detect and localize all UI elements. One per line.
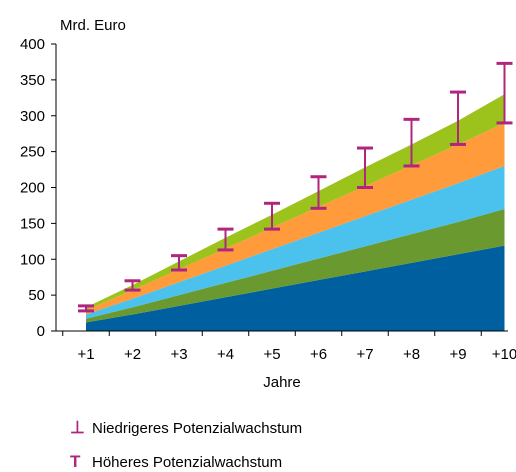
- legend-label-high: Höheres Potenzialwachstum: [92, 453, 283, 471]
- y-tick-label: 400: [20, 36, 45, 53]
- axes-layer: [51, 43, 508, 336]
- area-series-2: [86, 209, 505, 323]
- legend-item-low: ⊥ Niedrigeres Potenzialwachstum: [70, 418, 302, 438]
- x-tick-label: +7: [356, 346, 373, 363]
- x-tick-label: +6: [310, 346, 327, 363]
- x-tick-label: +9: [449, 346, 466, 363]
- x-tick-label: +2: [124, 346, 141, 363]
- x-axis-title: Jahre: [263, 374, 301, 391]
- y-tick-label: 100: [20, 251, 45, 268]
- high-error-icon: T: [70, 452, 81, 471]
- y-tick-label: 0: [37, 323, 45, 340]
- area-series-4: [86, 122, 505, 315]
- y-axis-title: Mrd. Euro: [60, 17, 126, 34]
- error-bar: [310, 175, 327, 210]
- x-tick-label: +3: [170, 346, 187, 363]
- x-tick-label: +1: [77, 346, 94, 363]
- error-bar: [496, 61, 513, 125]
- area-series-5: [86, 94, 505, 311]
- legend-label-low: Niedrigeres Potenzialwachstum: [92, 419, 303, 437]
- low-error-icon: ⊥: [70, 418, 85, 437]
- error-bar: [403, 117, 420, 168]
- error-bar: [171, 254, 187, 272]
- area-series-1: [86, 245, 505, 331]
- error-bar-layer: [78, 61, 513, 313]
- x-tick-label: +10: [492, 346, 516, 363]
- error-bar: [124, 279, 141, 292]
- error-bar: [450, 90, 466, 146]
- y-tick-label: 300: [20, 108, 45, 125]
- y-tick-label: 200: [20, 180, 45, 197]
- error-bar: [264, 201, 280, 231]
- y-tick-label: 250: [20, 144, 45, 161]
- y-tick-labels: 0 50 100 150 200 250 300 350 400: [20, 36, 45, 340]
- area-series-3: [86, 165, 505, 319]
- y-tick-label: 150: [20, 215, 45, 232]
- error-bar: [78, 304, 94, 313]
- x-tick-label: +5: [263, 346, 280, 363]
- error-bar: [357, 146, 373, 189]
- y-tick-label: 350: [20, 72, 45, 89]
- x-tick-labels: +1 +2 +3 +4 +5 +6 +7 +8 +9 +10: [77, 346, 516, 363]
- area-layer: [86, 94, 505, 331]
- legend-item-high: T Höheres Potenzialwachstum: [70, 452, 282, 472]
- error-bar: [217, 227, 234, 252]
- x-tick-label: +8: [403, 346, 420, 363]
- y-tick-label: 50: [28, 287, 45, 304]
- x-tick-label: +4: [217, 346, 234, 363]
